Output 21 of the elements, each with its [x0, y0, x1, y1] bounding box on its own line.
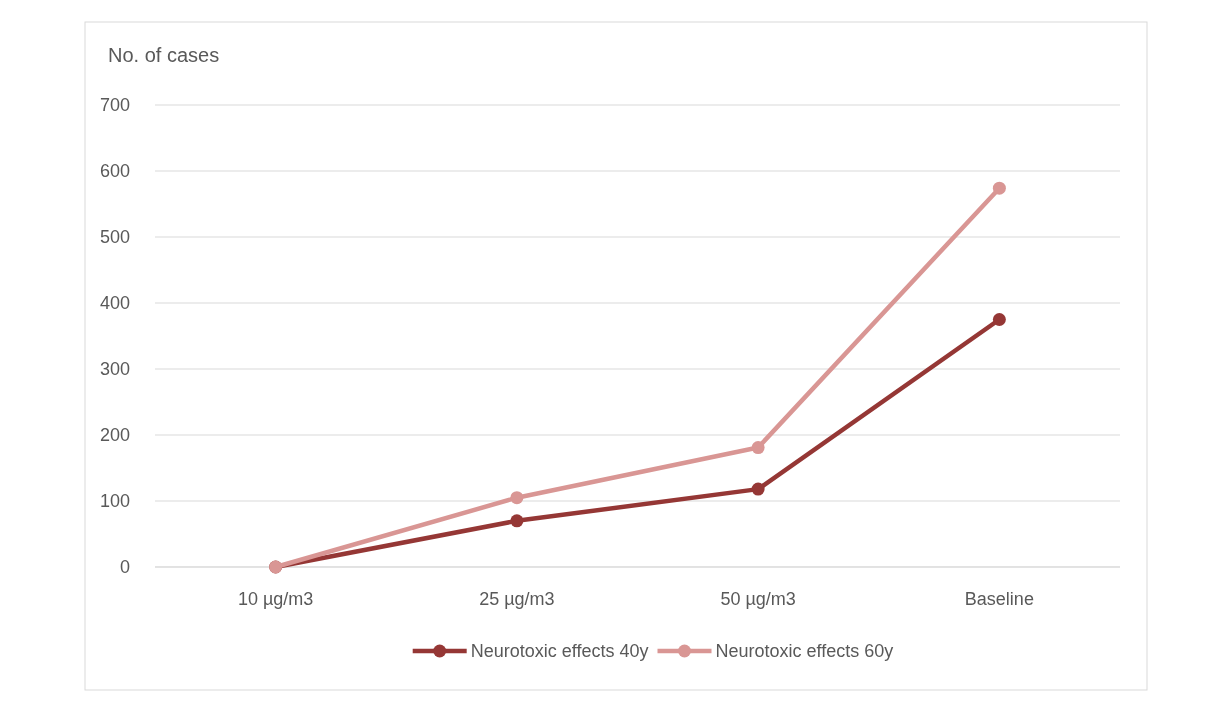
- point: [751, 441, 765, 455]
- point: [992, 181, 1006, 195]
- point: [751, 482, 765, 496]
- y-tick-label: 0: [119, 557, 130, 578]
- y-tick-label: 100: [99, 491, 130, 512]
- x-tick-label: Baseline: [964, 589, 1034, 609]
- point: [992, 313, 1006, 326]
- x-tick-label: 25 µg/m3: [479, 589, 555, 609]
- x-tick-label: 50 µg/m3: [720, 589, 796, 609]
- y-axis-title: No. of cases: [108, 44, 220, 66]
- y-tick-label: 600: [99, 161, 130, 182]
- legend-label: Neurotoxic effects 60y: [715, 641, 894, 662]
- y-tick-label: 500: [99, 227, 130, 248]
- legend-label: Neurotoxic effects 40y: [470, 641, 649, 662]
- y-tick-label: 400: [99, 293, 130, 314]
- y-tick-label: 200: [99, 425, 130, 446]
- point: [510, 514, 524, 528]
- y-tick-label: 700: [99, 95, 130, 116]
- x-tick-label: 10 µg/m3: [237, 589, 314, 609]
- point: [510, 491, 524, 505]
- y-tick-label: 300: [99, 359, 130, 380]
